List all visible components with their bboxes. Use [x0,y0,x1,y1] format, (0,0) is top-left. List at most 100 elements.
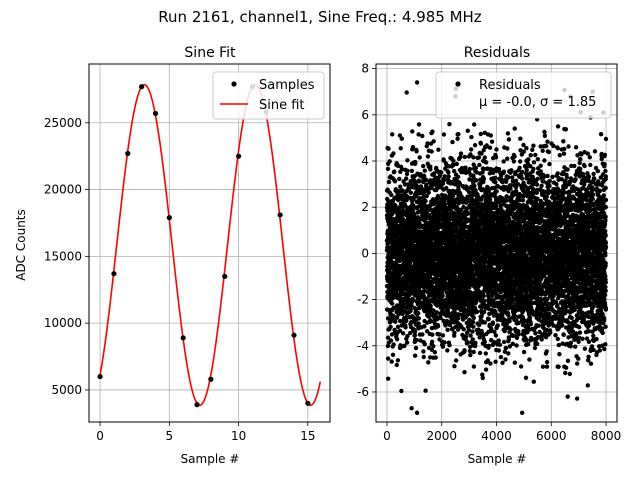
residual-point [496,338,501,343]
residual-point [444,185,449,191]
residual-point [429,347,435,352]
residual-point [413,161,418,166]
residual-point [404,90,409,95]
residual-point [413,220,418,226]
residual-point [401,302,406,307]
residual-point [484,143,489,148]
residual-point [404,340,410,345]
residual-point [477,162,482,168]
residual-point [431,344,436,349]
sample-point [166,215,172,221]
residual-point [512,313,518,319]
residual-point [457,312,462,317]
residual-point [401,331,406,336]
residual-point [396,196,402,202]
residual-point [454,348,459,353]
sine-fit-xtick-label: 15 [300,429,315,443]
residual-point [480,194,486,199]
residual-point [502,317,507,322]
residual-point [470,319,476,325]
residual-point [458,207,464,213]
residual-point [512,154,517,159]
residual-point [455,327,461,332]
residual-point [424,329,430,334]
residual-point [503,357,508,362]
residual-point [496,348,502,353]
residual-point [423,177,429,183]
residual-point [414,337,419,343]
residuals-ytick-label: 8 [361,62,369,76]
residual-point [481,176,487,182]
residuals-xtick-label: 0 [383,429,391,443]
residual-point [417,179,422,184]
residual-point [450,139,455,145]
residual-point [388,324,393,329]
residual-point [453,358,459,363]
residual-point [399,136,404,141]
residual-point [498,203,503,208]
residual-point [390,132,395,137]
residual-point [403,309,408,315]
residual-point [453,225,459,230]
residual-point [455,281,461,286]
residual-point [489,139,495,144]
residual-point [482,339,487,344]
residual-point [481,293,486,299]
sample-point [277,212,283,218]
residual-point [427,275,433,280]
residual-point [492,329,497,334]
residual-point [466,327,472,333]
residual-point [404,176,409,181]
residual-point [411,203,416,209]
residuals-xtick-label: 2000 [426,429,457,443]
residual-point [410,129,415,134]
residuals-ytick-label: 6 [361,108,369,122]
residual-point [412,353,418,358]
residual-point [468,333,473,338]
residual-point [446,170,451,175]
residual-point [416,321,421,326]
residual-point [428,303,433,309]
residual-point [405,182,411,187]
residual-point [445,348,450,353]
residual-point [469,147,474,152]
residual-point [479,151,484,156]
residual-point [397,176,402,182]
residual-point [431,171,437,176]
residual-point [423,198,428,204]
residual-point [438,315,443,321]
residual-point [417,155,422,160]
residual-point [458,151,464,156]
residual-point [500,314,505,319]
residual-point [510,341,515,346]
legend-samples-label: Samples [259,78,315,93]
residual-point [452,240,458,245]
sine-fit-ytick-label: 15000 [44,249,82,263]
sample-point [180,335,186,341]
residual-point [494,147,499,152]
residual-point [468,152,473,157]
residual-point [386,146,391,151]
residual-point [426,190,431,195]
residual-point [487,145,493,150]
residual-point [392,327,397,333]
residual-point [421,349,426,354]
residual-point [457,181,463,186]
residual-point [488,133,493,138]
residual-point [415,204,420,210]
residual-point [386,376,391,381]
residuals-xlabel: Sample # [468,452,527,466]
residual-point [488,361,493,366]
residual-point [506,313,511,318]
residual-point [405,168,410,173]
residual-point [397,275,402,280]
residual-point [414,183,419,189]
residual-point [392,179,398,184]
residual-point [454,161,459,167]
residual-point [408,307,413,312]
residual-point [389,359,394,364]
residual-point [436,147,441,152]
residual-point [427,203,433,208]
residual-point [425,141,430,146]
sine-fit-curve [99,83,322,407]
